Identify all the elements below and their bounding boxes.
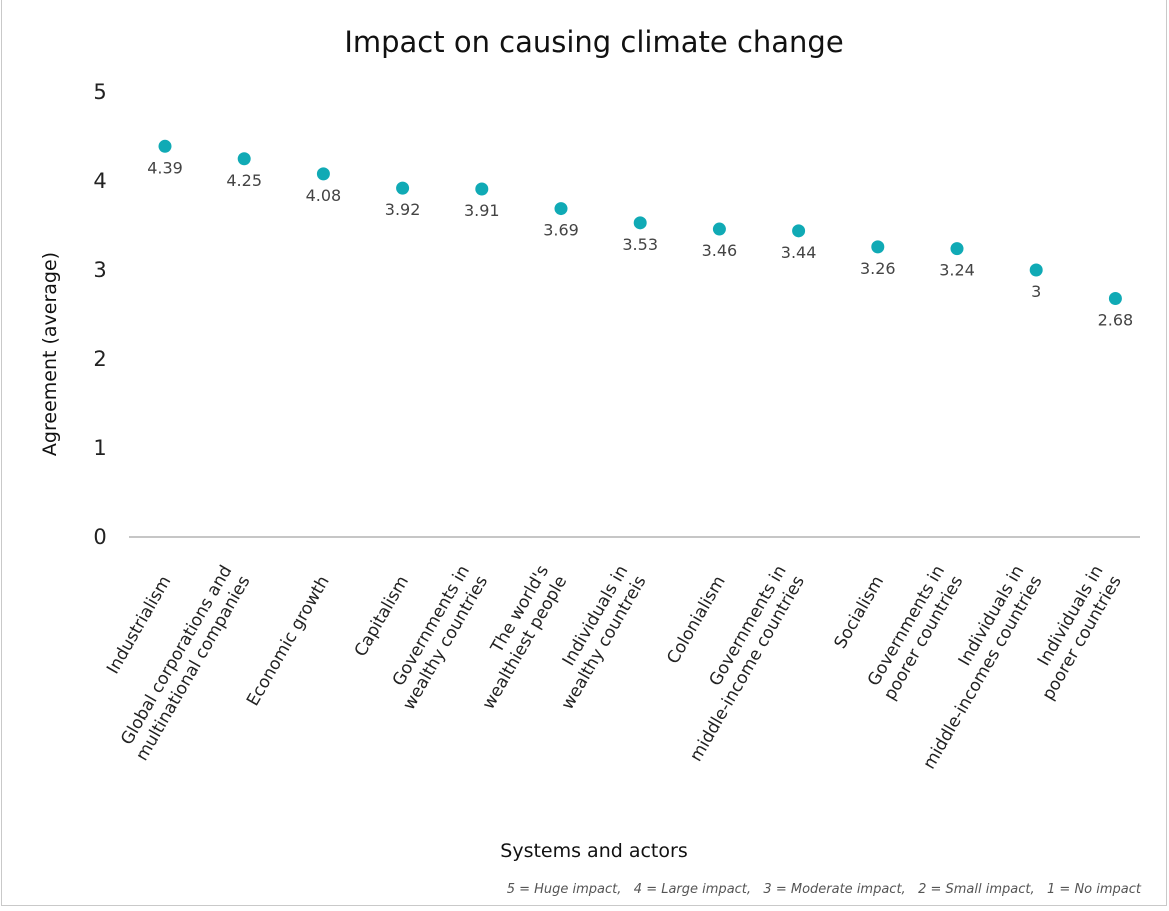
data-label: 3.69: [543, 221, 579, 240]
data-point: [1029, 263, 1043, 277]
y-tick-label: 2: [93, 347, 106, 371]
x-axis-label: Systems and actors: [500, 840, 687, 862]
data-point: [712, 222, 726, 236]
data-points: [158, 139, 1122, 305]
y-axis: 0 1 2 3 4 5: [93, 80, 106, 549]
data-point: [316, 167, 330, 181]
y-tick-label: 3: [93, 258, 106, 282]
x-tick-label: Capitalism: [351, 573, 413, 661]
x-tick-label-line: Global corporations and: [117, 562, 236, 748]
x-tick-label: Socialism: [831, 573, 889, 653]
data-point: [554, 202, 568, 216]
data-point: [396, 181, 410, 195]
data-point: [237, 152, 251, 166]
x-tick-label: Global corporations andmultinational com…: [114, 562, 255, 765]
data-label: 4.08: [306, 186, 342, 205]
data-point: [158, 139, 172, 153]
data-label: 3.44: [781, 243, 817, 262]
y-tick-label: 0: [93, 525, 106, 549]
data-point: [871, 240, 885, 254]
impact-scale-footnote: 5 = Huge impact, 4 = Large impact, 3 = M…: [507, 882, 1142, 897]
chart-title: Impact on causing climate change: [344, 25, 843, 59]
data-point: [1108, 291, 1122, 305]
x-tick-label-line: Socialism: [831, 573, 889, 653]
y-axis-label: Agreement (average): [39, 252, 61, 456]
data-point: [792, 224, 806, 238]
y-tick-label: 1: [93, 436, 106, 460]
data-label: 3.24: [939, 261, 975, 280]
data-label: 4.39: [147, 158, 183, 177]
data-label: 3.92: [385, 200, 421, 219]
y-tick-label: 4: [93, 169, 106, 193]
data-point: [950, 242, 964, 256]
x-tick-label: Economic growth: [243, 573, 334, 710]
data-label: 3.46: [702, 241, 738, 260]
data-label: 3.53: [622, 235, 658, 254]
data-label: 3.91: [464, 201, 500, 220]
data-labels: 4.39 4.25 4.08 3.92 3.91 3.69 3.53 3.46 3.44 3.26…: [147, 158, 1133, 329]
data-label: 4.25: [226, 171, 262, 190]
x-tick-label: Governments inmiddle-income countries: [668, 562, 809, 765]
data-point: [633, 216, 647, 230]
data-point: [475, 182, 489, 196]
data-label: 3: [1031, 282, 1041, 301]
data-label: 3.26: [860, 259, 896, 278]
y-tick-label: 5: [93, 80, 106, 104]
data-label: 2.68: [1098, 310, 1134, 329]
x-tick-label-line: Capitalism: [351, 573, 413, 661]
x-tick-label-line: Economic growth: [243, 573, 334, 710]
